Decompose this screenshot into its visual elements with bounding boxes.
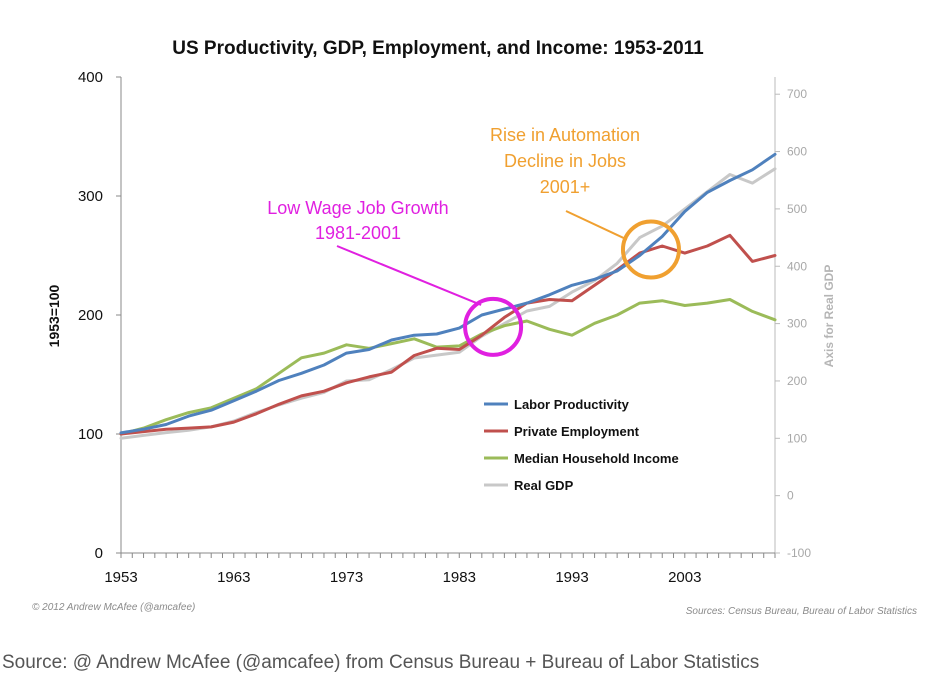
x-tick-label: 1973 xyxy=(330,569,363,586)
y-tick-label: 300 xyxy=(78,188,103,205)
x-tick-label: 1983 xyxy=(443,569,476,586)
axes: 0 100 200 300 400 -100 0 100 200 300 400 500 600 700 1… xyxy=(78,69,811,586)
footer-source: Source: @ Andrew McAfee (@amcafee) from … xyxy=(2,652,759,673)
x-tick-label: 1963 xyxy=(217,569,250,586)
series-line-median-household-income xyxy=(119,298,777,436)
y2-tick-label: 0 xyxy=(787,489,794,503)
legend-label-median-household-income: Median Household Income xyxy=(514,451,679,466)
y-tick-label: 400 xyxy=(78,69,103,86)
annotations: Low Wage Job Growth 1981-2001 Rise in Auto… xyxy=(267,125,681,357)
credit-right: Sources: Census Bureau, Bureau of Labor … xyxy=(686,606,917,617)
annotation-text-automation: Rise in Automation xyxy=(490,125,640,145)
x-tick-label: 2003 xyxy=(668,569,701,586)
chart-title: US Productivity, GDP, Employment, and In… xyxy=(172,38,704,59)
y2-tick-label: 600 xyxy=(787,145,807,159)
y2-tick-label: 700 xyxy=(787,87,807,101)
y2-tick-label: -100 xyxy=(787,546,811,560)
y2-axis-label: Axis for Real GDP xyxy=(822,265,836,368)
annotation-text-automation: Decline in Jobs xyxy=(504,151,626,171)
y2-tick-label: 200 xyxy=(787,374,807,388)
y-tick-label: 100 xyxy=(78,426,103,443)
annotation-text-low-wage: 1981-2001 xyxy=(315,223,401,243)
legend-label-private-employment: Private Employment xyxy=(514,424,640,439)
annotation-arrow-automation xyxy=(565,210,628,241)
credit-left: © 2012 Andrew McAfee (@amcafee) xyxy=(32,602,195,613)
y-tick-label: 0 xyxy=(95,545,103,562)
series-line-labor-productivity xyxy=(119,152,777,435)
x-tick-label: 1993 xyxy=(555,569,588,586)
annotation-text-automation: 2001+ xyxy=(540,177,591,197)
series-lines xyxy=(119,152,777,440)
y2-tick-label: 400 xyxy=(787,259,807,273)
annotation-arrow-low-wage xyxy=(336,245,482,306)
series-line-private-employment xyxy=(119,233,777,436)
legend-label-real-gdp: Real GDP xyxy=(514,478,574,493)
y-tick-label: 200 xyxy=(78,307,103,324)
y-axis-label: 1953=100 xyxy=(46,284,62,347)
annotation-text-low-wage: Low Wage Job Growth xyxy=(267,198,448,218)
y2-tick-label: 300 xyxy=(787,317,807,331)
y2-tick-label: 100 xyxy=(787,431,807,445)
y2-tick-label: 500 xyxy=(787,202,807,216)
annotation-circle-low-wage xyxy=(463,296,524,357)
legend: Labor Productivity Private Employment Medi… xyxy=(484,397,679,493)
legend-label-labor-productivity: Labor Productivity xyxy=(514,397,630,412)
annotation-circle-automation xyxy=(620,219,681,280)
x-tick-label: 1953 xyxy=(104,569,137,586)
